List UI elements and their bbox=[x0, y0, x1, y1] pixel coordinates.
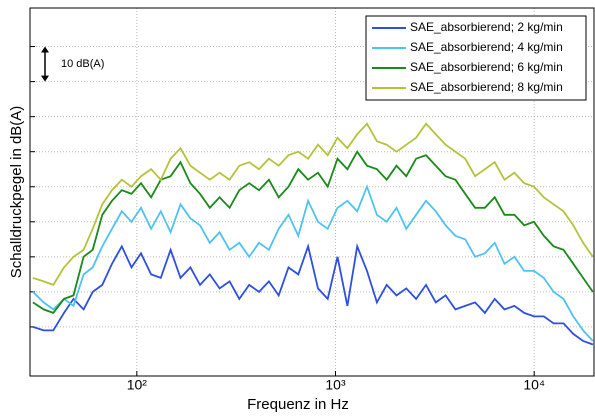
legend-label: SAE_absorbierend; 2 kg/min bbox=[410, 20, 563, 34]
arrow-head bbox=[41, 75, 49, 82]
series-line bbox=[32, 150, 594, 314]
legend-label: SAE_absorbierend; 4 kg/min bbox=[410, 40, 563, 54]
series-line bbox=[32, 122, 594, 286]
annotation: 10 dB(A) bbox=[61, 58, 104, 70]
arrow-head bbox=[41, 46, 49, 53]
x-tick-label: 10³ bbox=[325, 377, 346, 393]
legend-label: SAE_absorbierend; 6 kg/min bbox=[410, 60, 563, 74]
x-tick-label: 10⁴ bbox=[523, 377, 545, 393]
x-axis-label: Frequenz in Hz bbox=[247, 396, 349, 413]
series-line bbox=[32, 242, 594, 346]
legend-label: SAE_absorbierend; 8 kg/min bbox=[410, 80, 563, 94]
plot-frame bbox=[29, 7, 595, 377]
x-tick-label: 10² bbox=[127, 377, 148, 393]
series-line bbox=[32, 184, 594, 342]
y-axis-label: Schalldruckpegel in dB(A) bbox=[8, 106, 25, 279]
legend-box bbox=[365, 15, 587, 101]
